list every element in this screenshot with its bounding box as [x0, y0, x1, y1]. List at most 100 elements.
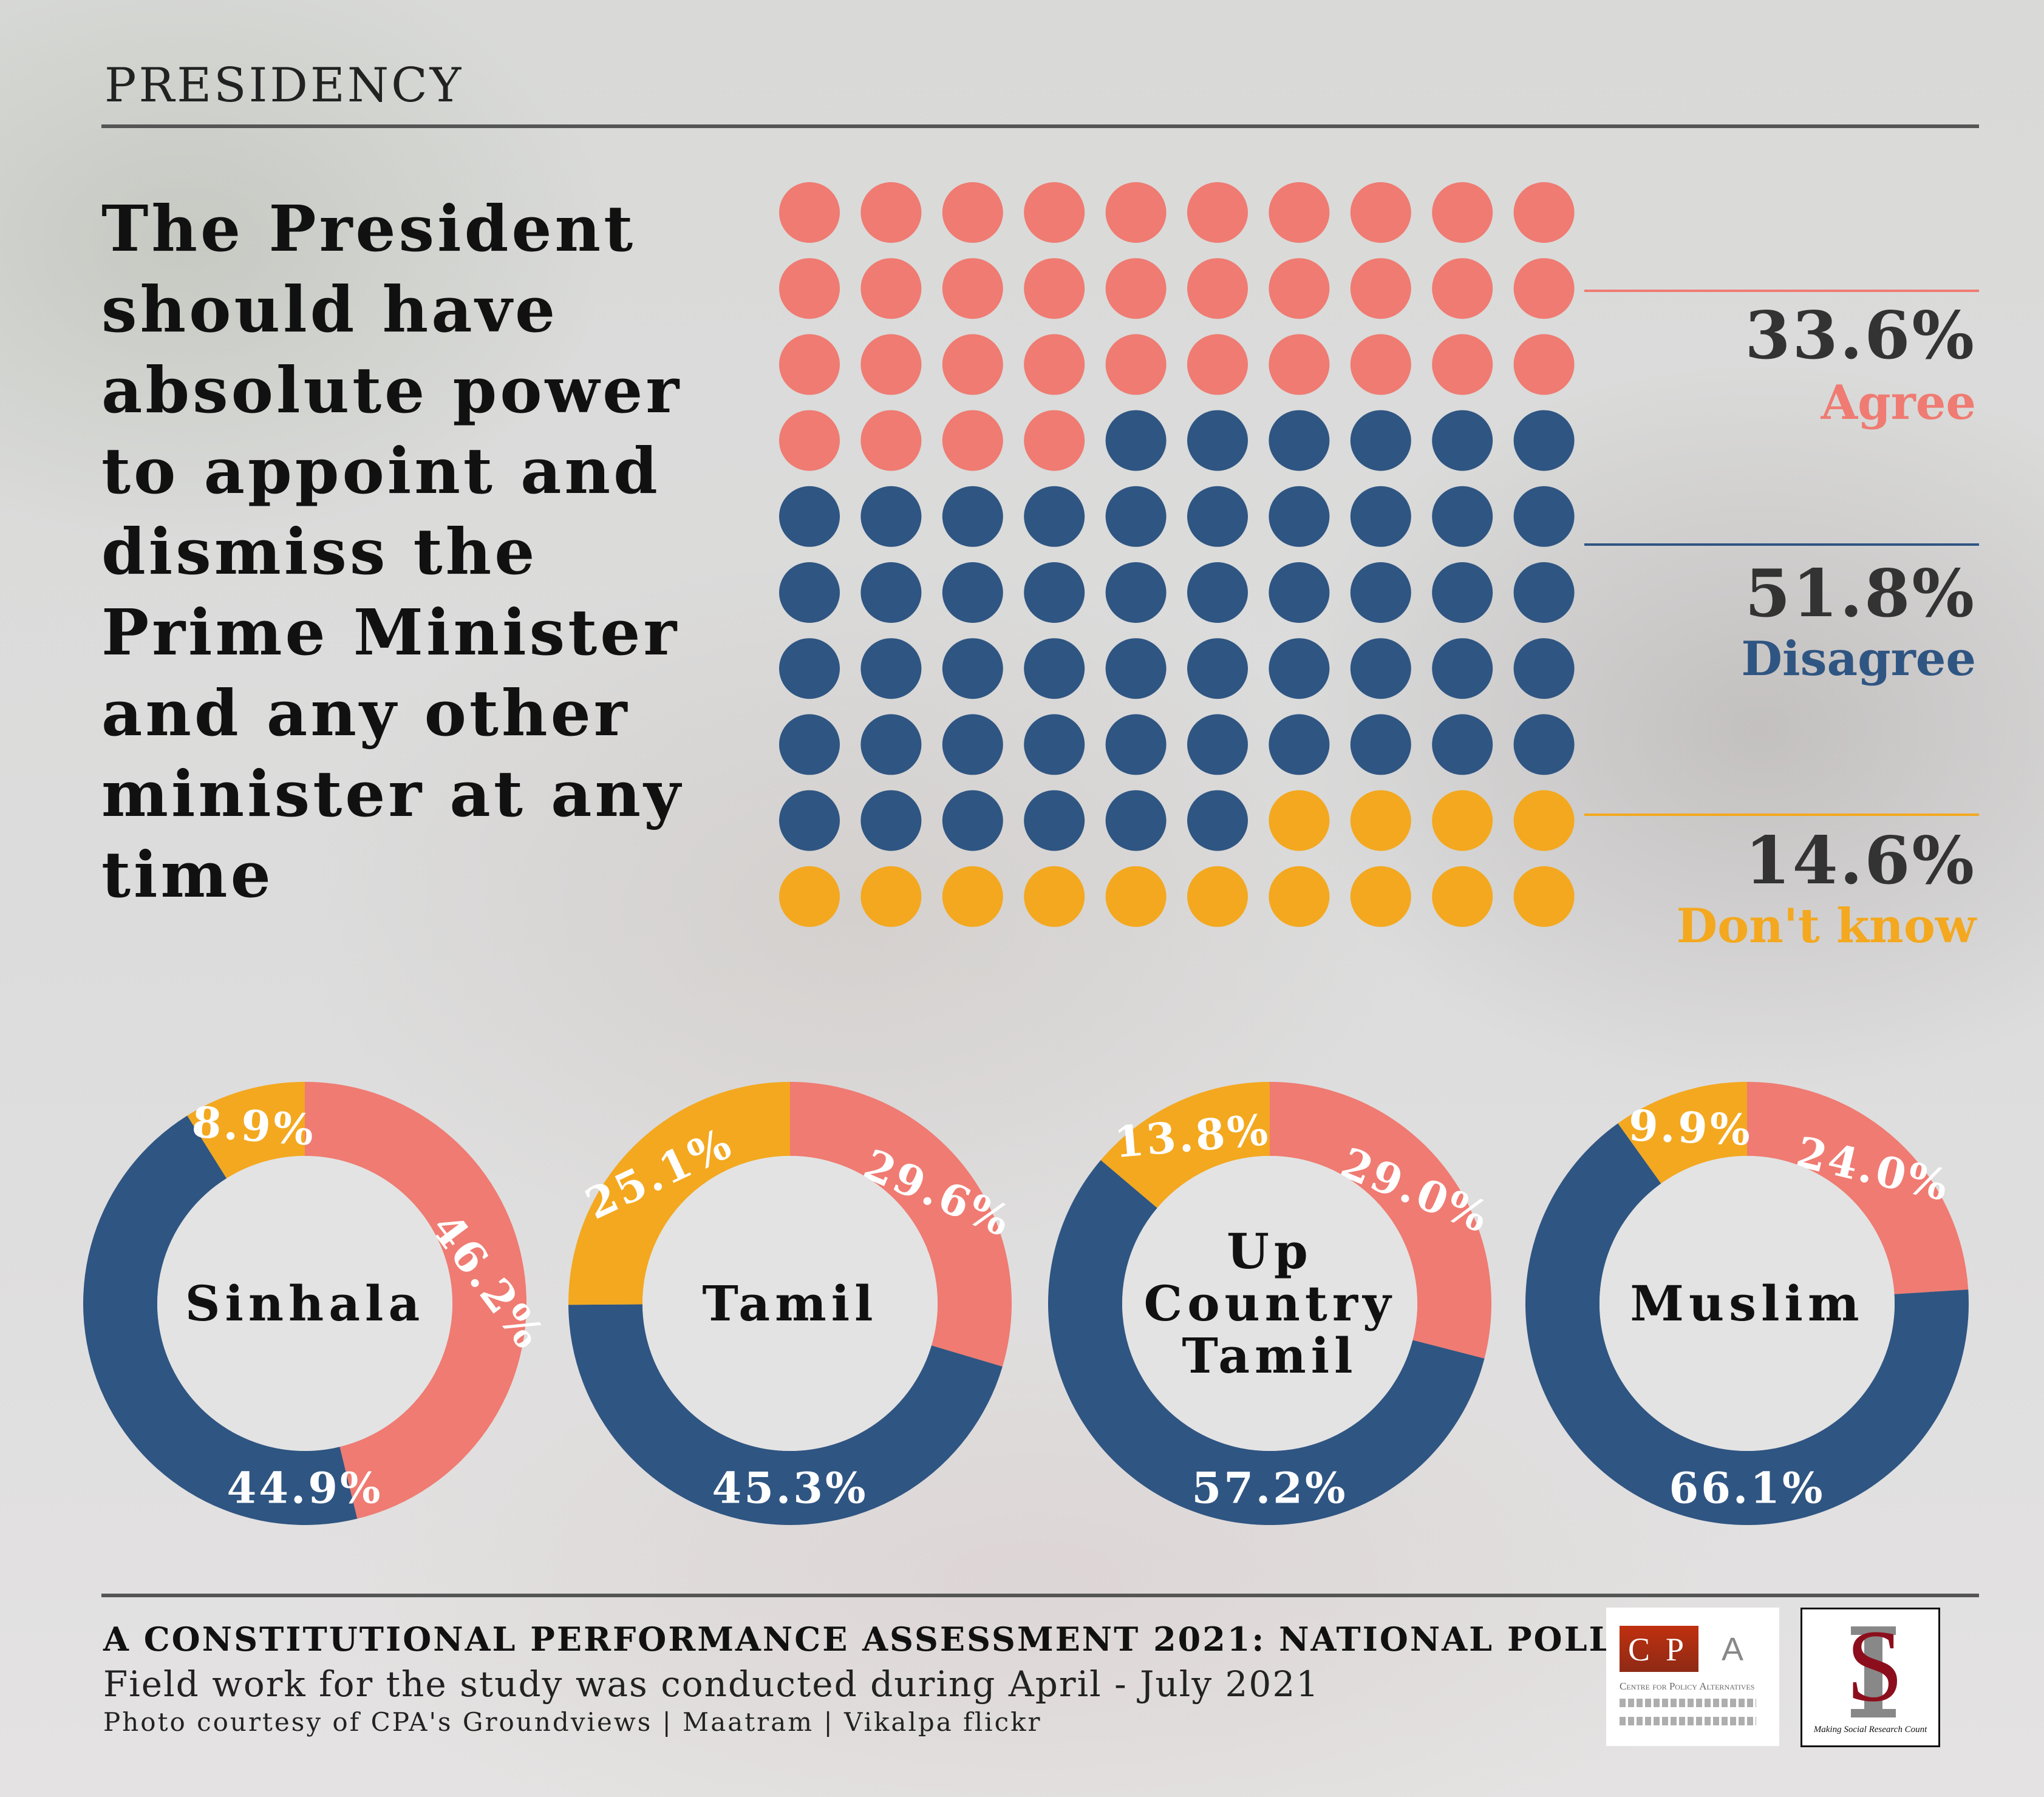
- waffle-dot-disagree: [1105, 410, 1167, 471]
- waffle-dot-dont-know: [942, 866, 1003, 927]
- waffle-dot-disagree: [1105, 486, 1167, 547]
- waffle-dot-disagree: [1513, 486, 1575, 547]
- waffle-dot-disagree: [779, 638, 840, 699]
- waffle-dot-disagree: [1432, 410, 1493, 471]
- waffle-dot-disagree: [860, 790, 922, 851]
- waffle-dot-disagree: [860, 486, 922, 547]
- donut-segment-dont-know: [568, 1082, 790, 1305]
- waffle-dot-dont-know: [1350, 790, 1411, 851]
- agree-divider: [1584, 290, 1979, 292]
- waffle-dot-disagree: [779, 486, 840, 547]
- cpa-logo: C P A Centre for Policy Alternatives: [1606, 1608, 1779, 1746]
- question-text: The President should have absolute power…: [101, 191, 684, 912]
- waffle-dot-disagree: [1024, 638, 1085, 699]
- donut-center: [157, 1156, 452, 1451]
- donut-segment-agree: [790, 1082, 1012, 1367]
- waffle-dot-disagree: [1432, 486, 1493, 547]
- waffle-dot-disagree: [942, 790, 1003, 851]
- waffle-dot-disagree: [860, 638, 922, 699]
- waffle-dot-agree: [1513, 258, 1575, 319]
- waffle-dot-agree: [1105, 182, 1167, 243]
- waffle-dot-disagree: [1513, 562, 1575, 623]
- dont-know-divider: [1584, 814, 1979, 816]
- donut-group-name: Tamil: [702, 1275, 877, 1332]
- cpa-letter-p: P: [1666, 1631, 1685, 1668]
- waffle-dot-agree: [1432, 258, 1493, 319]
- waffle-dot-disagree: [1269, 562, 1330, 623]
- waffle-dot-agree: [1105, 334, 1167, 395]
- waffle-dot-disagree: [1269, 714, 1330, 775]
- donut-center: [1122, 1156, 1417, 1451]
- waffle-dot-disagree: [1187, 714, 1248, 775]
- waffle-dot-disagree: [1350, 410, 1411, 471]
- waffle-dot-disagree: [1432, 714, 1493, 775]
- waffle-dot-agree: [942, 410, 1003, 471]
- waffle-dot-dont-know: [1269, 866, 1330, 927]
- waffle-dot-disagree: [1269, 410, 1330, 471]
- waffle-dot-disagree: [1269, 486, 1330, 547]
- waffle-dot-agree: [860, 334, 922, 395]
- waffle-dot-agree: [1269, 182, 1330, 243]
- waffle-dot-disagree: [1187, 638, 1248, 699]
- footer-subtitle: Field work for the study was conducted d…: [103, 1663, 1320, 1705]
- photo-credit: Photo courtesy of CPA's Groundviews | Ma…: [103, 1707, 1042, 1737]
- donut-segment-dont-know: [187, 1082, 305, 1179]
- dont-know-label: Don't know: [1676, 898, 1976, 954]
- waffle-dot-agree: [1187, 258, 1248, 319]
- waffle-dot-agree: [1187, 182, 1248, 243]
- waffle-dot-disagree: [1024, 486, 1085, 547]
- waffle-dot-disagree: [1105, 790, 1167, 851]
- waffle-dot-dont-know: [1187, 866, 1248, 927]
- donut-label-dont-know: 9.9%: [1627, 1100, 1753, 1155]
- section-title: PRESIDENCY: [104, 58, 464, 113]
- donut-group-name: Sinhala: [185, 1275, 425, 1332]
- waffle-dot-disagree: [1350, 486, 1411, 547]
- waffle-dot-disagree: [1187, 486, 1248, 547]
- waffle-dot-agree: [1024, 334, 1085, 395]
- waffle-dot-dont-know: [779, 866, 840, 927]
- waffle-dot-agree: [779, 410, 840, 471]
- donut-segment-agree: [1747, 1082, 1969, 1294]
- waffle-dot-agree: [1350, 258, 1411, 319]
- waffle-dot-agree: [1024, 258, 1085, 319]
- donut-group-name: Tamil: [1182, 1327, 1357, 1384]
- waffle-dot-agree: [1269, 334, 1330, 395]
- waffle-dot-disagree: [1105, 562, 1167, 623]
- donut-group-name: Muslim: [1630, 1275, 1864, 1332]
- donut-label-dont-know: 8.9%: [190, 1096, 318, 1155]
- donut-segment-disagree: [1525, 1123, 1969, 1525]
- donut-segment-agree: [305, 1082, 526, 1519]
- waffle-dot-dont-know: [1513, 866, 1575, 927]
- waffle-dot-dont-know: [1350, 866, 1411, 927]
- waffle-dot-disagree: [1024, 562, 1085, 623]
- waffle-dot-dont-know: [1432, 790, 1493, 851]
- waffle-dot-disagree: [1350, 638, 1411, 699]
- waffle-dot-agree: [1432, 182, 1493, 243]
- header-rule: [101, 124, 1979, 128]
- cpa-name: Centre for Policy Alternatives: [1620, 1680, 1755, 1692]
- waffle-dot-agree: [1269, 258, 1330, 319]
- waffle-dot-disagree: [942, 562, 1003, 623]
- waffle-dot-dont-know: [1269, 790, 1330, 851]
- waffle-dot-agree: [1513, 334, 1575, 395]
- waffle-dot-disagree: [1024, 714, 1085, 775]
- waffle-dot-agree: [779, 182, 840, 243]
- waffle-dot-agree: [1187, 334, 1248, 395]
- cpa-letter-a: A: [1722, 1631, 1744, 1668]
- disagree-divider: [1584, 543, 1979, 546]
- donut-label-disagree: 45.3%: [712, 1463, 868, 1513]
- waffle-dot-agree: [1350, 182, 1411, 243]
- donut-segment-agree: [1270, 1082, 1492, 1359]
- donut-label-disagree: 66.1%: [1669, 1463, 1825, 1513]
- waffle-dot-dont-know: [1513, 790, 1575, 851]
- waffle-dot-disagree: [1105, 638, 1167, 699]
- waffle-dot-disagree: [860, 714, 922, 775]
- waffle-dot-disagree: [1513, 638, 1575, 699]
- waffle-dot-disagree: [1105, 714, 1167, 775]
- msrc-logo: S Making Social Research Count: [1800, 1608, 1940, 1747]
- donut-center: [642, 1156, 938, 1451]
- waffle-dot-disagree: [1350, 714, 1411, 775]
- donut-label-disagree: 57.2%: [1191, 1463, 1347, 1513]
- waffle-dot-dont-know: [1105, 866, 1167, 927]
- waffle-dot-disagree: [1432, 562, 1493, 623]
